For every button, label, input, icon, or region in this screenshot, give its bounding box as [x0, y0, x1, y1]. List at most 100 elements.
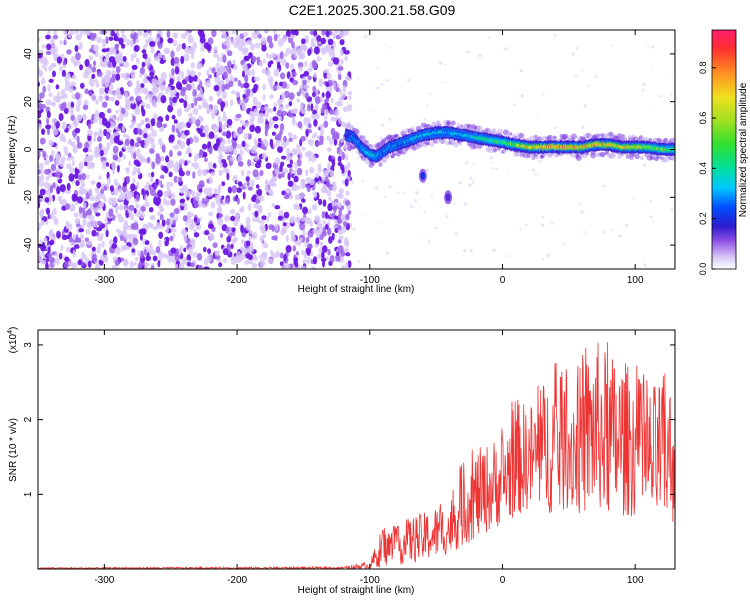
noise-speckle — [487, 36, 491, 39]
noise-speckle — [301, 265, 306, 269]
noise-speckle — [211, 30, 217, 38]
noise-speckle — [38, 151, 41, 159]
noise-speckle — [206, 107, 212, 114]
noise-speckle — [327, 221, 331, 226]
noise-speckle — [211, 112, 216, 119]
noise-speckle — [62, 101, 67, 110]
noise-speckle — [610, 44, 614, 47]
noise-speckle — [541, 216, 545, 219]
noise-speckle — [320, 37, 327, 45]
noise-speckle — [235, 144, 242, 149]
noise-speckle — [119, 87, 125, 96]
noise-speckle — [261, 215, 267, 221]
noise-speckle — [85, 228, 91, 235]
noise-speckle — [670, 93, 673, 96]
noise-speckle — [651, 45, 655, 49]
noise-speckle — [263, 113, 269, 118]
noise-speckle — [140, 250, 144, 259]
noise-speckle — [347, 210, 352, 215]
noise-speckle — [322, 245, 328, 253]
noise-speckle — [211, 67, 216, 74]
noise-speckle — [243, 181, 247, 188]
noise-speckle — [305, 176, 312, 184]
noise-speckle — [376, 86, 380, 90]
noise-speckle — [226, 172, 230, 181]
noise-speckle — [434, 226, 438, 230]
noise-speckle — [196, 78, 201, 83]
noise-speckle — [201, 143, 208, 150]
noise-speckle — [362, 213, 365, 216]
noise-speckle — [108, 30, 112, 35]
noise-speckle — [70, 155, 75, 161]
noise-speckle — [174, 66, 180, 75]
noise-speckle — [281, 190, 286, 196]
noise-speckle — [113, 136, 120, 144]
noise-speckle — [55, 257, 60, 266]
noise-speckle — [140, 206, 146, 212]
noise-speckle — [296, 167, 303, 176]
noise-speckle — [189, 70, 196, 77]
noise-speckle — [165, 87, 169, 95]
noise-speckle — [128, 79, 133, 88]
noise-speckle — [319, 95, 324, 104]
noise-speckle — [38, 81, 41, 87]
noise-speckle — [271, 224, 275, 232]
noise-speckle — [330, 116, 335, 122]
noise-speckle — [291, 71, 297, 78]
noise-speckle — [33, 163, 38, 167]
noise-speckle — [80, 233, 84, 240]
noise-speckle — [297, 184, 301, 191]
noise-speckle — [294, 204, 301, 211]
noise-speckle — [179, 245, 184, 252]
noise-speckle — [553, 126, 557, 129]
noise-speckle — [542, 258, 545, 261]
noise-speckle — [91, 229, 97, 237]
noise-speckle — [257, 206, 263, 213]
noise-speckle — [220, 232, 223, 239]
noise-speckle — [227, 60, 232, 69]
signal-halo-dot — [491, 128, 497, 134]
noise-speckle — [649, 215, 653, 219]
noise-speckle — [286, 147, 291, 156]
noise-speckle — [245, 148, 251, 153]
noise-speckle — [254, 125, 261, 134]
noise-speckle — [178, 176, 182, 183]
noise-speckle — [337, 155, 342, 163]
noise-speckle — [188, 75, 194, 84]
noise-speckle — [203, 127, 207, 134]
noise-speckle — [135, 95, 142, 102]
noise-speckle — [193, 203, 200, 208]
noise-speckle — [167, 37, 174, 44]
noise-speckle — [246, 170, 252, 175]
noise-speckle — [328, 196, 332, 202]
noise-speckle — [278, 116, 283, 121]
noise-speckle — [292, 135, 298, 140]
noise-speckle — [130, 102, 137, 110]
noise-speckle — [314, 215, 320, 223]
noise-speckle — [123, 61, 130, 68]
noise-speckle — [465, 161, 469, 165]
noise-speckle — [280, 228, 285, 236]
noise-speckle — [34, 140, 37, 146]
noise-speckle — [88, 91, 93, 97]
noise-speckle — [314, 113, 320, 120]
noise-speckle — [196, 127, 201, 132]
noise-speckle — [115, 109, 119, 115]
signal-halo-dot — [472, 144, 478, 150]
noise-speckle — [67, 33, 72, 39]
noise-speckle — [250, 149, 257, 154]
noise-speckle — [66, 49, 72, 55]
noise-speckle — [184, 76, 189, 83]
noise-speckle — [207, 37, 214, 45]
noise-speckle — [340, 59, 344, 65]
noise-speckle — [106, 142, 111, 151]
noise-speckle — [175, 81, 182, 90]
noise-speckle — [110, 30, 115, 37]
noise-speckle — [54, 171, 62, 178]
noise-speckle — [126, 175, 130, 184]
noise-speckle — [388, 128, 391, 131]
noise-speckle — [283, 90, 290, 99]
noise-speckle — [40, 77, 46, 85]
signal-halo-dot — [623, 136, 628, 141]
noise-speckle — [361, 179, 364, 183]
